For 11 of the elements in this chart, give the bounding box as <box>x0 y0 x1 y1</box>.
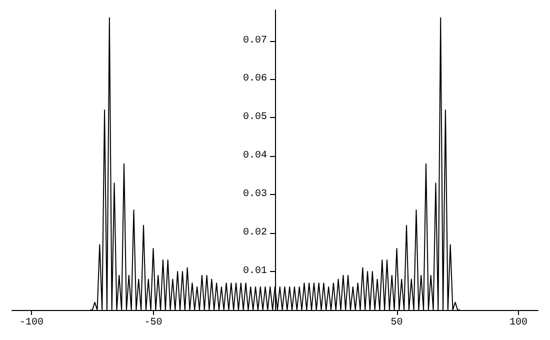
y-tick-label: 0.07 <box>242 35 267 46</box>
y-tick-label: 0.03 <box>242 189 267 200</box>
x-tick-label: -100 <box>19 318 44 328</box>
y-tick-label: 0.04 <box>242 150 267 162</box>
x-tick-label: 100 <box>510 318 528 328</box>
y-tick-label: 0.02 <box>242 228 267 239</box>
y-tick-label: 0.05 <box>242 112 267 124</box>
x-tick-label: -50 <box>144 318 162 328</box>
x-tick-label: 50 <box>390 318 403 328</box>
y-tick-label: 0.06 <box>242 74 267 85</box>
y-tick-label: 0.01 <box>242 266 267 278</box>
